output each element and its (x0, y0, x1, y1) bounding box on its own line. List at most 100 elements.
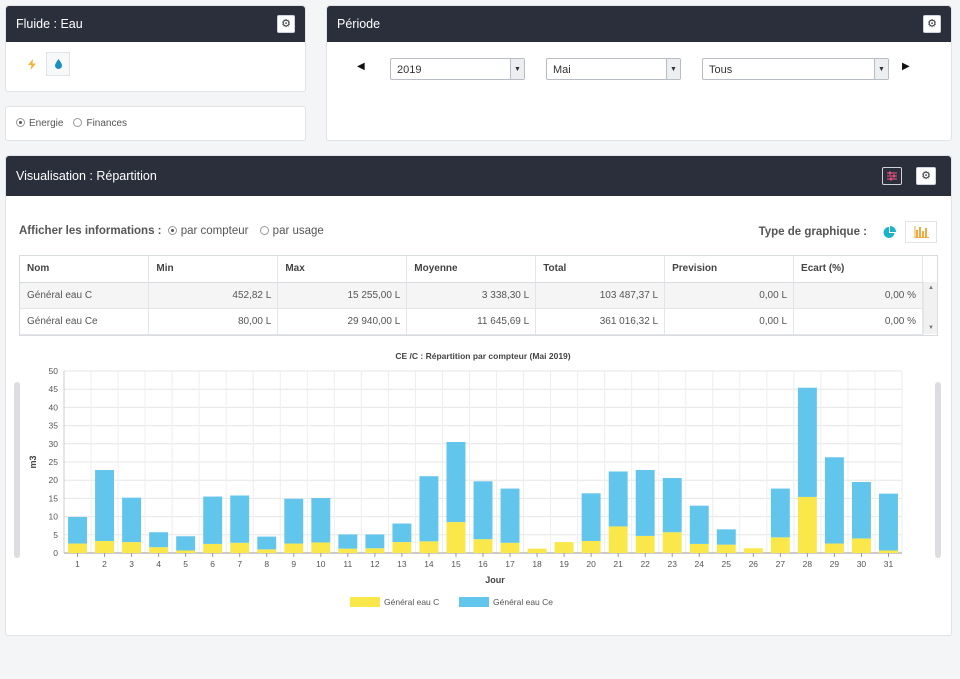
visualisation-settings-button[interactable]: ⚙ (916, 167, 936, 185)
month-select[interactable]: Mai ▼ (546, 58, 681, 80)
energy-fluid-button[interactable] (20, 52, 44, 76)
bar-series-a (716, 544, 736, 553)
table-row[interactable]: Général eau C 452,82 L 15 255,00 L 3 338… (20, 282, 923, 309)
bar-series-a (284, 543, 304, 553)
y-tick-label: 5 (53, 530, 58, 540)
y-tick-label: 15 (49, 493, 59, 503)
stats-table: Nom Min Max Moyenne Total Prevision Ecar… (19, 255, 938, 336)
chevron-down-icon: ▼ (510, 59, 524, 79)
bar-series-b (365, 534, 385, 549)
radio-icon (167, 226, 177, 235)
x-tick-label: 3 (129, 559, 134, 569)
bar-series-a (149, 547, 169, 553)
period-panel-title: Période (337, 17, 381, 31)
bar-series-b (176, 536, 196, 551)
period-settings-button[interactable]: ⚙ (923, 15, 941, 33)
table-cell: 0,00 % (793, 282, 923, 309)
bar-series-a (257, 549, 277, 553)
scope-select[interactable]: Tous ▼ (702, 58, 889, 80)
gear-icon: ⚙ (927, 17, 937, 30)
display-option-par-compteur[interactable]: par compteur (167, 225, 248, 237)
table-cell: 11 645,69 L (406, 308, 537, 335)
sliders-icon (887, 171, 897, 181)
water-fluid-button[interactable] (46, 52, 70, 76)
year-select-value: 2019 (397, 64, 422, 76)
caret-left-icon: ◀ (357, 61, 365, 72)
scope-select-value: Tous (709, 64, 733, 76)
mode-option-finances[interactable]: Finances (73, 118, 127, 129)
x-tick-label: 31 (884, 559, 894, 569)
bar-series-a (797, 496, 817, 553)
pie-chart-button[interactable] (877, 221, 901, 243)
year-select[interactable]: 2019 ▼ (390, 58, 525, 80)
bar-series-a (203, 543, 223, 553)
column-header[interactable]: Ecart (%) (793, 256, 923, 283)
bar-series-a (311, 542, 331, 553)
bar-series-b (608, 471, 628, 527)
x-tick-label: 18 (532, 559, 542, 569)
bar-series-b (338, 534, 358, 549)
previous-period-button[interactable]: ◀ (357, 61, 365, 72)
bar-series-b (392, 523, 412, 543)
drop-icon (54, 59, 62, 69)
table-cell: 80,00 L (148, 308, 279, 335)
table-cell: Général eau C (20, 282, 150, 309)
period-panel-header: Période ⚙ (327, 6, 951, 42)
x-tick-label: 8 (264, 559, 269, 569)
bar-series-b (149, 532, 169, 548)
x-tick-label: 9 (291, 559, 296, 569)
x-tick-label: 25 (722, 559, 732, 569)
column-header[interactable]: Max (277, 256, 408, 283)
bar-series-b (68, 516, 87, 544)
y-tick-label: 30 (49, 439, 59, 449)
scroll-down-icon[interactable]: ▼ (928, 325, 934, 331)
caret-right-icon: ▶ (902, 61, 910, 72)
next-period-button[interactable]: ▶ (902, 61, 910, 72)
table-cell: 0,00 L (664, 282, 795, 309)
bar-series-b (203, 496, 223, 544)
legend-swatch-series-a (350, 597, 380, 607)
bar-series-a (635, 535, 655, 553)
fluid-panel: Fluide : Eau ⚙ (5, 5, 306, 92)
period-panel: Période ⚙ ◀ 2019 ▼ Mai ▼ Tous ▼ ▶ (326, 5, 952, 141)
x-tick-label: 20 (586, 559, 596, 569)
table-scrollbar[interactable]: ▲ ▼ (923, 282, 937, 334)
filter-button[interactable] (882, 167, 902, 185)
column-header[interactable]: Min (148, 256, 279, 283)
mode-option-energie[interactable]: Energie (16, 118, 63, 129)
bar-series-a (392, 542, 412, 553)
x-tick-label: 11 (343, 559, 352, 569)
display-option-par-usage[interactable]: par usage (259, 225, 324, 237)
bar-series-b (689, 505, 709, 544)
column-header[interactable]: Total (535, 256, 666, 283)
column-header[interactable]: Nom (20, 256, 150, 283)
repartition-chart: CE /C : Répartition par compteur (Mai 20… (14, 351, 941, 607)
bar-series-a (230, 542, 250, 553)
bar-chart-button[interactable] (905, 221, 937, 243)
bar-series-a (500, 542, 520, 553)
y-axis-label: m3 (28, 455, 38, 468)
y-tick-label: 40 (49, 402, 59, 412)
table-cell: 0,00 L (664, 308, 795, 335)
x-tick-label: 10 (316, 559, 326, 569)
bar-series-a (338, 548, 358, 553)
column-header[interactable]: Prevision (664, 256, 795, 283)
bar-series-b (581, 493, 601, 541)
column-header[interactable]: Moyenne (406, 256, 537, 283)
bar-series-a (365, 548, 385, 553)
table-row[interactable]: Général eau Ce 80,00 L 29 940,00 L 11 64… (20, 308, 923, 335)
table-cell: 15 255,00 L (277, 282, 408, 309)
legend-label-series-a: Général eau C (384, 597, 439, 607)
scroll-up-icon[interactable]: ▲ (928, 285, 934, 291)
scroll-handle-right (935, 382, 941, 558)
y-tick-label: 35 (49, 421, 59, 431)
bar-series-a (662, 532, 682, 553)
x-tick-label: 28 (803, 559, 813, 569)
bar-series-a (743, 548, 763, 553)
fluid-settings-button[interactable]: ⚙ (277, 15, 295, 33)
table-cell: 103 487,37 L (535, 282, 666, 309)
x-tick-label: 24 (695, 559, 705, 569)
x-tick-label: 12 (370, 559, 380, 569)
gear-icon: ⚙ (281, 17, 291, 30)
mode-panel: Energie Finances (5, 106, 306, 141)
